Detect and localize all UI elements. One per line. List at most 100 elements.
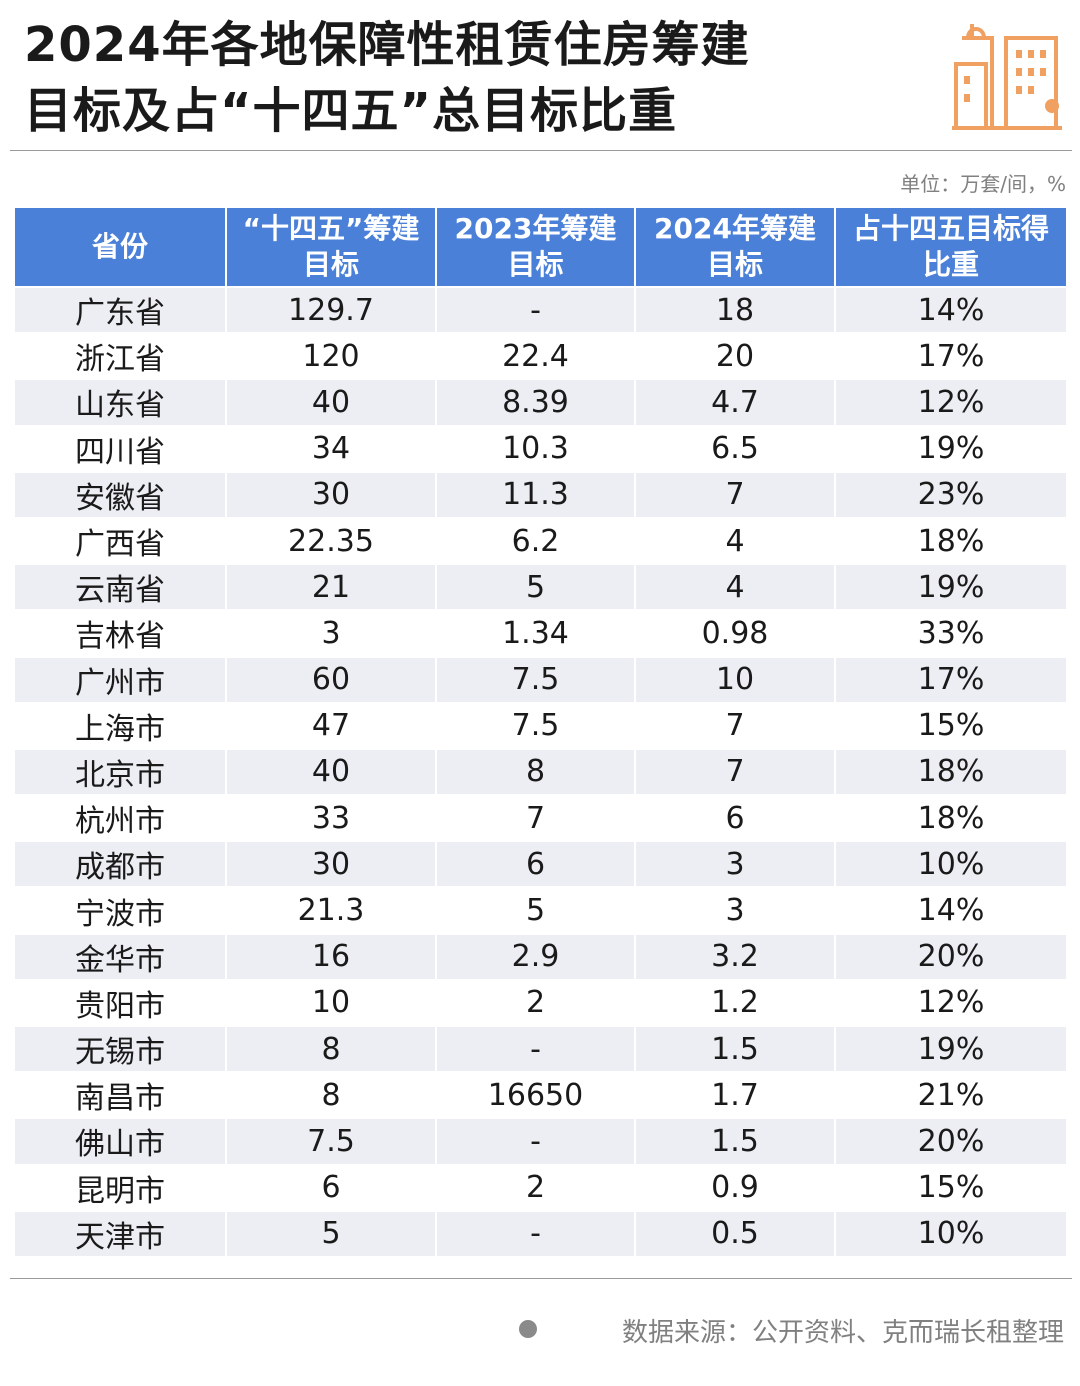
- table-cell: 18: [636, 288, 834, 335]
- table-cell: 5: [437, 565, 634, 612]
- table-cell: 1.7: [636, 1073, 834, 1120]
- table-cell: 4.7: [636, 380, 834, 427]
- table-cell: 16650: [437, 1073, 634, 1120]
- table-cell: 无锡市: [15, 1027, 225, 1074]
- table-cell: 3: [227, 611, 435, 658]
- table-cell: 7.5: [437, 703, 634, 750]
- table-cell: 1.5: [636, 1119, 834, 1166]
- table-cell: 34: [227, 426, 435, 473]
- header-line: 目标: [302, 248, 359, 281]
- header-line: 省份: [91, 230, 148, 263]
- table-cell: 1.34: [437, 611, 634, 658]
- table-cell: 南昌市: [15, 1073, 225, 1120]
- table-cell: 2: [437, 1165, 634, 1212]
- table-cell: 云南省: [15, 565, 225, 612]
- table-cell: 30: [227, 842, 435, 889]
- table-cell: 21.3: [227, 888, 435, 935]
- table-cell: 6.5: [636, 426, 834, 473]
- header-line: 比重: [922, 248, 979, 281]
- table-cell: 30: [227, 472, 435, 519]
- table-cell: 7: [636, 472, 834, 519]
- header-line: 目标: [507, 248, 564, 281]
- table-cell: 8: [437, 749, 634, 797]
- table-cell: -: [437, 1211, 634, 1258]
- table-cell: 0.98: [636, 611, 834, 658]
- table-cell: 10%: [836, 842, 1066, 889]
- table-cell: 15%: [836, 703, 1066, 750]
- header-cell: 2024年筹建 目标: [636, 208, 834, 288]
- table-cell: 7.5: [437, 657, 634, 704]
- table-cell: 20%: [836, 1119, 1066, 1166]
- table-cell: 40: [227, 749, 435, 797]
- title-line: 目标及占“十四五”总目标比重: [24, 83, 678, 139]
- table-cell: 23%: [836, 472, 1066, 519]
- table-cell: 上海市: [15, 703, 225, 750]
- table-cell: 0.9: [636, 1165, 834, 1212]
- table-cell: 18%: [836, 749, 1066, 797]
- table-cell: 10: [636, 657, 834, 704]
- table-cell: 3.2: [636, 934, 834, 981]
- table-cell: 7.5: [227, 1119, 435, 1166]
- header-cell: 占十四五目标得 比重: [836, 208, 1066, 288]
- table-cell: 金华市: [15, 934, 225, 981]
- header-line: 目标: [706, 248, 763, 281]
- table-cell: 8.39: [437, 380, 634, 427]
- header-cell: 省份: [15, 208, 225, 288]
- table-cell: 北京市: [15, 749, 225, 797]
- header-cell: “十四五”筹建 目标: [227, 208, 435, 288]
- table-cell: 7: [636, 703, 834, 750]
- table-cell: 7: [636, 749, 834, 797]
- header-line: 占十四五目标得: [852, 212, 1049, 245]
- table-cell: 19%: [836, 565, 1066, 612]
- source-note: 数据来源：公开资料、克而瑞长租整理: [621, 1318, 1064, 1348]
- table-cell: 10: [227, 980, 435, 1027]
- building-icon: [952, 24, 1062, 130]
- table-cell: 18%: [836, 518, 1066, 566]
- table-cell: 吉林省: [15, 611, 225, 658]
- table-cell: 47: [227, 703, 435, 750]
- table-cell: 杭州市: [15, 796, 225, 843]
- table-cell: -: [437, 1027, 634, 1074]
- table-cell: 60: [227, 657, 435, 704]
- header-line: 2023年筹建: [454, 212, 617, 245]
- header-line: 2024年筹建: [654, 212, 816, 245]
- table-cell: 14%: [836, 888, 1066, 935]
- table-cell: 7: [437, 796, 634, 843]
- table-cell: 16: [227, 934, 435, 981]
- table-cell: 10%: [836, 1211, 1066, 1258]
- divider: [10, 150, 1072, 151]
- table-cell: 17%: [836, 334, 1066, 381]
- table-cell: 20: [636, 334, 834, 381]
- table-cell: 19%: [836, 1027, 1066, 1074]
- table-cell: 6: [636, 796, 834, 843]
- title-line: 2024年各地保障性租赁住房筹建: [24, 17, 750, 73]
- table-cell: 11.3: [437, 472, 634, 519]
- table-cell: 贵阳市: [15, 980, 225, 1027]
- table-cell: 19%: [836, 426, 1066, 473]
- table-cell: 40: [227, 380, 435, 427]
- table-cell: 18%: [836, 796, 1066, 843]
- table-cell: 120: [227, 334, 435, 381]
- table-cell: 宁波市: [15, 888, 225, 935]
- divider: [10, 1278, 1072, 1279]
- table-cell: 15%: [836, 1165, 1066, 1212]
- table-cell: 5: [437, 888, 634, 935]
- table-cell: 4: [636, 565, 834, 612]
- table-cell: 10.3: [437, 426, 634, 473]
- table-cell: -: [437, 288, 634, 335]
- table-cell: 4: [636, 518, 834, 566]
- table-cell: 广东省: [15, 288, 225, 335]
- table-cell: 3: [636, 842, 834, 889]
- table-cell: 广西省: [15, 518, 225, 566]
- table-cell: 6.2: [437, 518, 634, 566]
- table-cell: 5: [227, 1211, 435, 1258]
- table-cell: 17%: [836, 657, 1066, 704]
- table-cell: 浙江省: [15, 334, 225, 381]
- table-cell: 12%: [836, 380, 1066, 427]
- data-table: 省份 “十四五”筹建 目标 2023年筹建 目标 2024年筹建 目标 占十四五目标得 比重 广东…: [15, 208, 1066, 1258]
- table-cell: 山东省: [15, 380, 225, 427]
- table-cell: 成都市: [15, 842, 225, 889]
- table-cell: 2: [437, 980, 634, 1027]
- table-cell: 21: [227, 565, 435, 612]
